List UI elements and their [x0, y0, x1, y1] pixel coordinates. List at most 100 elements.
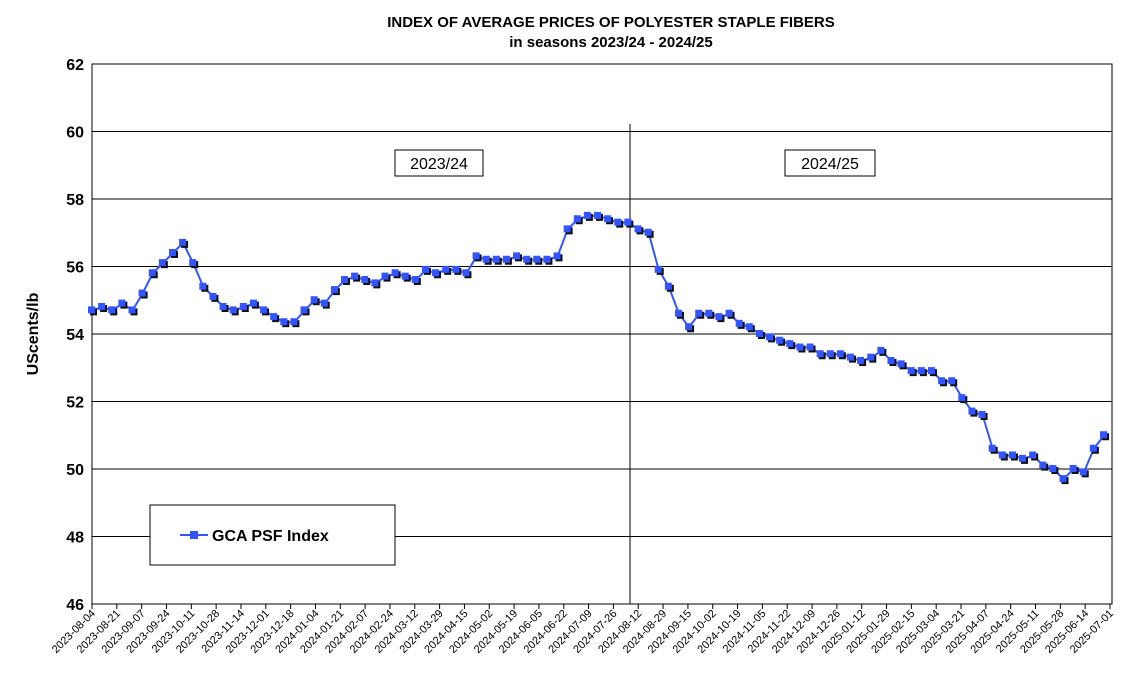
- marker: [1039, 461, 1047, 469]
- annotation: 2023/24: [410, 156, 468, 173]
- y-tick-label: 50: [66, 462, 84, 479]
- marker: [128, 306, 136, 314]
- marker: [897, 360, 905, 368]
- annotation-box: [784, 149, 876, 177]
- marker: [88, 306, 95, 314]
- marker: [705, 309, 713, 317]
- marker: [715, 313, 723, 321]
- marker: [341, 276, 348, 283]
- y-tick-label: 52: [66, 395, 84, 412]
- marker: [958, 394, 966, 402]
- marker: [260, 306, 268, 314]
- marker: [229, 306, 237, 314]
- annotation-box: [394, 149, 484, 177]
- marker: [310, 296, 318, 304]
- marker: [432, 269, 440, 277]
- marker: [614, 218, 622, 226]
- marker: [543, 255, 551, 263]
- marker: [644, 228, 652, 236]
- marker: [391, 269, 399, 277]
- marker: [927, 367, 935, 375]
- marker: [98, 303, 106, 310]
- marker: [725, 309, 733, 317]
- marker: [179, 238, 187, 246]
- marker: [1079, 468, 1087, 476]
- marker: [351, 272, 359, 280]
- marker: [280, 318, 288, 326]
- y-tick-label: 48: [66, 530, 84, 547]
- marker: [421, 265, 429, 273]
- marker: [1069, 465, 1077, 472]
- marker: [290, 318, 298, 326]
- marker: [472, 252, 480, 260]
- marker: [674, 309, 682, 317]
- marker: [938, 377, 946, 385]
- marker: [654, 265, 662, 273]
- marker: [836, 350, 844, 358]
- chart-title: INDEX OF AVERAGE PRICES OF POLYESTER STA…: [387, 14, 835, 31]
- y-tick-label: 60: [66, 125, 84, 142]
- y-tick-label: 54: [66, 327, 84, 344]
- y-axis-label: UScents/lb: [25, 292, 42, 375]
- marker: [199, 282, 207, 290]
- marker: [766, 333, 774, 341]
- marker: [1019, 454, 1027, 462]
- marker: [786, 340, 794, 348]
- marker: [948, 377, 956, 385]
- legend-label: GCA PSF Index: [212, 528, 329, 545]
- marker: [988, 444, 996, 452]
- marker: [1100, 431, 1107, 439]
- marker: [1049, 465, 1057, 472]
- marker: [563, 225, 571, 233]
- legend-marker: [190, 531, 198, 539]
- marker: [847, 353, 854, 361]
- marker: [1029, 451, 1037, 459]
- marker: [330, 286, 338, 294]
- marker: [968, 407, 976, 415]
- marker: [776, 336, 784, 344]
- marker: [401, 272, 409, 280]
- marker: [806, 343, 814, 351]
- y-tick-label: 58: [66, 192, 84, 209]
- marker: [755, 330, 763, 337]
- marker: [158, 259, 166, 267]
- marker: [118, 299, 126, 307]
- marker: [148, 269, 156, 277]
- y-tick-label: 62: [66, 57, 84, 74]
- marker: [138, 289, 146, 297]
- marker: [300, 306, 308, 314]
- marker: [168, 249, 176, 256]
- marker: [371, 279, 379, 287]
- marker: [745, 323, 753, 331]
- marker: [189, 259, 197, 267]
- marker: [533, 255, 541, 263]
- marker: [685, 323, 693, 331]
- marker: [998, 451, 1006, 459]
- marker: [361, 276, 369, 283]
- marker: [634, 225, 642, 233]
- marker: [411, 276, 419, 283]
- marker: [108, 306, 116, 314]
- marker: [462, 269, 470, 277]
- data-line: [91, 214, 1105, 481]
- marker: [320, 299, 328, 307]
- marker: [917, 367, 925, 375]
- marker: [594, 211, 601, 219]
- marker: [695, 309, 703, 317]
- marker: [513, 252, 521, 260]
- marker: [583, 211, 591, 219]
- marker: [442, 265, 450, 273]
- marker: [573, 215, 581, 223]
- marker: [502, 255, 510, 263]
- marker: [1089, 444, 1097, 452]
- marker: [219, 303, 227, 310]
- marker: [978, 411, 986, 418]
- marker: [816, 350, 824, 358]
- marker: [270, 313, 278, 321]
- marker: [553, 252, 561, 260]
- marker: [239, 303, 247, 310]
- annotation: 2024/25: [801, 156, 859, 173]
- marker: [249, 299, 257, 307]
- marker: [664, 282, 672, 290]
